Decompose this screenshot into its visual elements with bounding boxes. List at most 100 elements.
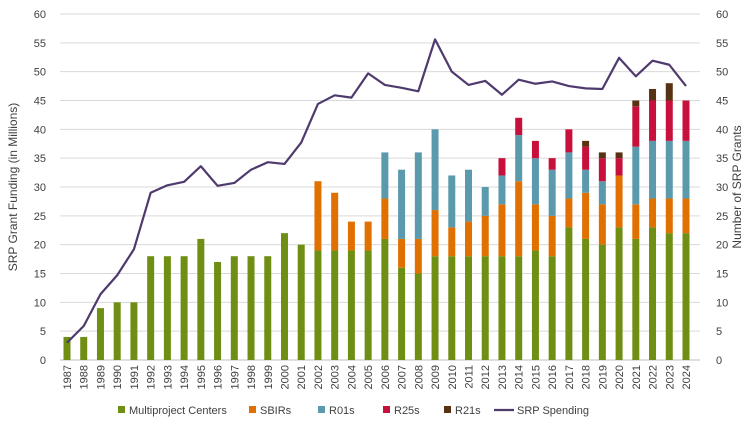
legend-label: R25s <box>394 405 420 417</box>
y-tick-label: 45 <box>34 96 46 108</box>
bar-r01s-2010 <box>448 175 455 227</box>
x-tick-label: 2003 <box>330 365 342 389</box>
y-tick-label: 35 <box>34 153 46 165</box>
legend-swatch <box>118 406 125 413</box>
bar-r21s-2019 <box>599 152 606 158</box>
bar-sbirs-2009 <box>432 210 439 256</box>
bar-r25s-2013 <box>498 158 505 175</box>
bar-multiproject-centers-2014 <box>515 256 522 360</box>
x-tick-label: 2006 <box>380 365 392 389</box>
y2-tick-label: 35 <box>716 153 728 165</box>
bar-r01s-2024 <box>683 141 690 199</box>
bar-multiproject-centers-2001 <box>298 245 305 360</box>
y2-tick-label: 60 <box>716 9 728 21</box>
legend-item-sbirs: SBIRs <box>249 405 292 417</box>
x-tick-label: 1990 <box>112 365 124 389</box>
bar-r01s-2014 <box>515 135 522 181</box>
bar-r01s-2008 <box>415 152 422 239</box>
line-series <box>67 39 686 342</box>
y-tick-label: 55 <box>34 38 46 50</box>
y-tick-label: 30 <box>34 182 46 194</box>
bar-multiproject-centers-2024 <box>683 233 690 360</box>
x-tick-label: 2024 <box>681 365 693 389</box>
bar-multiproject-centers-2020 <box>616 227 623 360</box>
bar-r25s-2024 <box>683 101 690 141</box>
legend-swatch <box>249 406 256 413</box>
bar-multiproject-centers-2009 <box>432 256 439 360</box>
bar-multiproject-centers-2000 <box>281 233 288 360</box>
legend-item-r25s: R25s <box>383 405 420 417</box>
y-tick-label: 60 <box>34 9 46 21</box>
bar-sbirs-2004 <box>348 222 355 251</box>
bar-multiproject-centers-1989 <box>97 308 104 360</box>
x-tick-label: 2007 <box>397 365 409 389</box>
legend-label: R01s <box>329 405 355 417</box>
bar-r01s-2012 <box>482 187 489 216</box>
bar-sbirs-2017 <box>565 199 572 228</box>
y-tick-label: 50 <box>34 67 46 79</box>
x-tick-label: 2020 <box>614 365 626 389</box>
bar-multiproject-centers-2005 <box>365 250 372 360</box>
y2-tick-label: 40 <box>716 124 728 136</box>
bar-sbirs-2006 <box>381 199 388 239</box>
y2-tick-label: 45 <box>716 96 728 108</box>
bar-r25s-2018 <box>582 147 589 170</box>
bar-multiproject-centers-1993 <box>164 256 171 360</box>
y-tick-label: 15 <box>34 269 46 281</box>
bar-r01s-2006 <box>381 152 388 198</box>
x-tick-label: 2019 <box>597 365 609 389</box>
legend-swatch <box>318 406 325 413</box>
bar-r01s-2019 <box>599 181 606 204</box>
x-tick-label: 1994 <box>179 365 191 389</box>
bar-r01s-2009 <box>432 129 439 210</box>
bar-r25s-2020 <box>616 158 623 175</box>
bar-r01s-2007 <box>398 170 405 239</box>
y-tick-label: 5 <box>40 326 46 338</box>
bar-r25s-2015 <box>532 141 539 158</box>
bar-sbirs-2003 <box>331 193 338 251</box>
bar-sbirs-2002 <box>314 181 321 250</box>
bar-multiproject-centers-2012 <box>482 256 489 360</box>
legend-swatch <box>383 406 390 413</box>
x-tick-label: 2016 <box>547 365 559 389</box>
x-tick-label: 1991 <box>129 365 141 389</box>
x-tick-label: 2002 <box>313 365 325 389</box>
bar-sbirs-2018 <box>582 193 589 239</box>
y2-tick-label: 20 <box>716 240 728 252</box>
legend-label: SBIRs <box>260 405 292 417</box>
y-axis-title: SRP Grant Funding (in Millions) <box>6 103 20 272</box>
legend-swatch <box>444 406 451 413</box>
bar-sbirs-2023 <box>666 199 673 234</box>
x-tick-label: 2021 <box>631 365 643 389</box>
x-tick-label: 2011 <box>464 365 476 389</box>
y2-tick-label: 0 <box>716 355 722 367</box>
bar-multiproject-centers-2006 <box>381 239 388 360</box>
y-tick-label: 40 <box>34 124 46 136</box>
bar-multiproject-centers-2007 <box>398 268 405 360</box>
srp-spending-line <box>67 39 686 342</box>
bar-r25s-2023 <box>666 101 673 141</box>
bar-multiproject-centers-2021 <box>632 239 639 360</box>
bar-multiproject-centers-2004 <box>348 250 355 360</box>
x-tick-label: 2012 <box>480 365 492 389</box>
bar-r25s-2022 <box>649 101 656 141</box>
x-tick-label: 2013 <box>497 365 509 389</box>
y2-axis-title: Number of SRP Grants <box>730 125 744 248</box>
bar-r21s-2022 <box>649 89 656 101</box>
x-tick-label: 2001 <box>296 365 308 389</box>
bar-sbirs-2013 <box>498 204 505 256</box>
legend-label: SRP Spending <box>517 405 589 417</box>
bar-r21s-2018 <box>582 141 589 147</box>
bar-multiproject-centers-2011 <box>465 256 472 360</box>
bar-multiproject-centers-2017 <box>565 227 572 360</box>
bar-r01s-2017 <box>565 152 572 198</box>
x-tick-label: 2022 <box>648 365 660 389</box>
bar-sbirs-2016 <box>549 216 556 256</box>
y2-tick-label: 50 <box>716 67 728 79</box>
x-tick-label: 2000 <box>279 365 291 389</box>
x-tick-label: 1989 <box>95 365 107 389</box>
